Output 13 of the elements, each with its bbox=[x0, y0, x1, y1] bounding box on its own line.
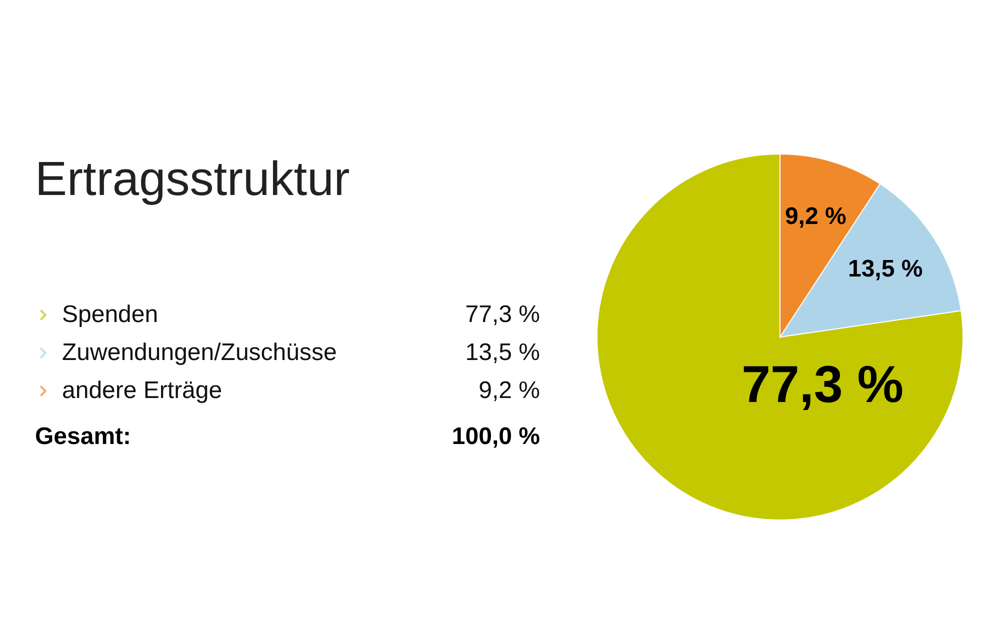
data-label: 13,5 % bbox=[848, 256, 923, 283]
legend-label: Zuwendungen/Zuschüsse bbox=[62, 339, 337, 366]
legend-label: andere Erträge bbox=[62, 377, 222, 404]
text: 13,5 % bbox=[465, 339, 540, 366]
data-label: 9,2 % bbox=[784, 203, 846, 230]
text: 77,3 % bbox=[465, 301, 540, 328]
text: 9,2 % bbox=[478, 377, 540, 404]
pie-slice bbox=[596, 154, 964, 520]
data-label: 77,3 % bbox=[742, 356, 904, 414]
legend-label: Spenden bbox=[62, 301, 158, 328]
text: Gesamt: bbox=[35, 423, 132, 450]
chart-title: Ertragsstruktur bbox=[35, 153, 350, 206]
text: 100,0 % bbox=[452, 423, 540, 450]
